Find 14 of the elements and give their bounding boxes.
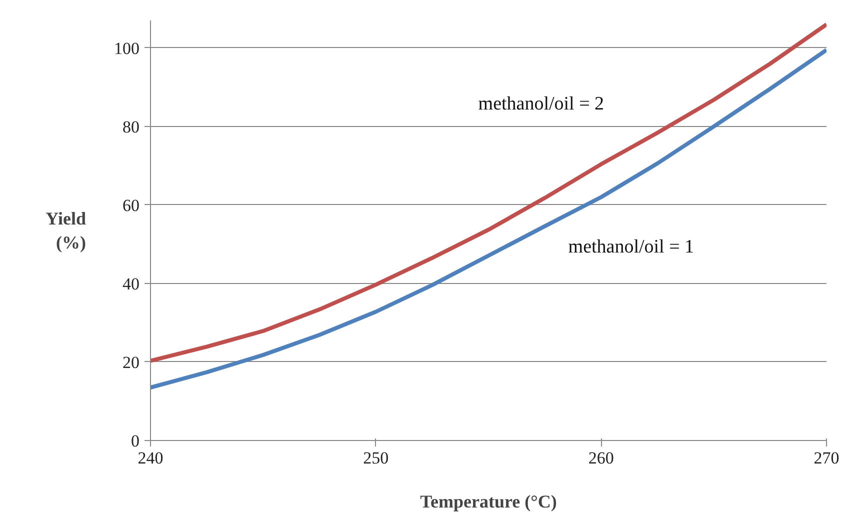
y-tick-label: 100	[114, 38, 140, 58]
y-tick-label: 20	[122, 352, 140, 372]
x-tick-label: 250	[363, 448, 389, 468]
x-tick-label: 270	[814, 448, 840, 468]
text: methanol/oil = 2	[478, 94, 604, 115]
x-tick-label: 240	[138, 448, 164, 468]
series-label: methanol/oil = 1	[568, 236, 694, 258]
x-tick-label: 260	[588, 448, 614, 468]
y-tick-label: 40	[122, 274, 140, 294]
y-tick-label: 80	[122, 117, 140, 136]
y-tick-label: 60	[122, 196, 140, 215]
x-axis-title: Temperature (°C)	[420, 492, 557, 512]
y-axis-title: Yield (%)	[46, 208, 86, 252]
y-tick-label: 0	[131, 432, 140, 450]
